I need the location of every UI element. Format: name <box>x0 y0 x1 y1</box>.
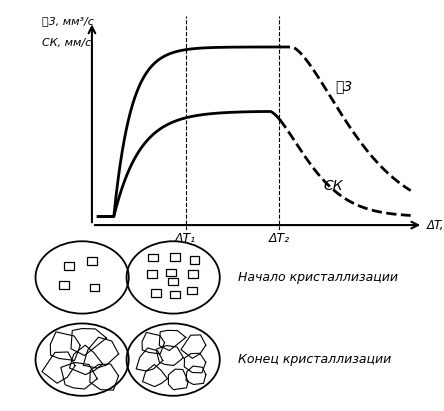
Bar <box>87 257 97 265</box>
Text: 䉺3, мм³/c: 䉺3, мм³/c <box>42 16 94 26</box>
Bar <box>59 281 69 289</box>
Text: 䉺3: 䉺3 <box>336 79 353 93</box>
Text: ΔT₂: ΔT₂ <box>269 232 290 245</box>
Bar <box>190 256 199 264</box>
Bar <box>147 270 157 278</box>
Bar <box>148 254 158 261</box>
Text: ΔT, °C: ΔT, °C <box>426 219 444 231</box>
Text: СК: СК <box>323 179 343 193</box>
Bar <box>166 269 176 276</box>
Text: СК, мм/c: СК, мм/c <box>42 39 91 48</box>
Text: ΔT₁: ΔT₁ <box>175 232 196 245</box>
Bar <box>151 289 161 297</box>
Bar <box>64 262 74 270</box>
Bar <box>90 284 99 291</box>
Bar <box>187 287 197 294</box>
Bar <box>168 278 178 285</box>
Bar <box>170 253 180 261</box>
Bar <box>170 291 180 298</box>
Text: Конец кристаллизации: Конец кристаллизации <box>238 353 391 366</box>
Text: Начало кристаллизации: Начало кристаллизации <box>238 271 397 284</box>
Bar <box>188 270 198 278</box>
